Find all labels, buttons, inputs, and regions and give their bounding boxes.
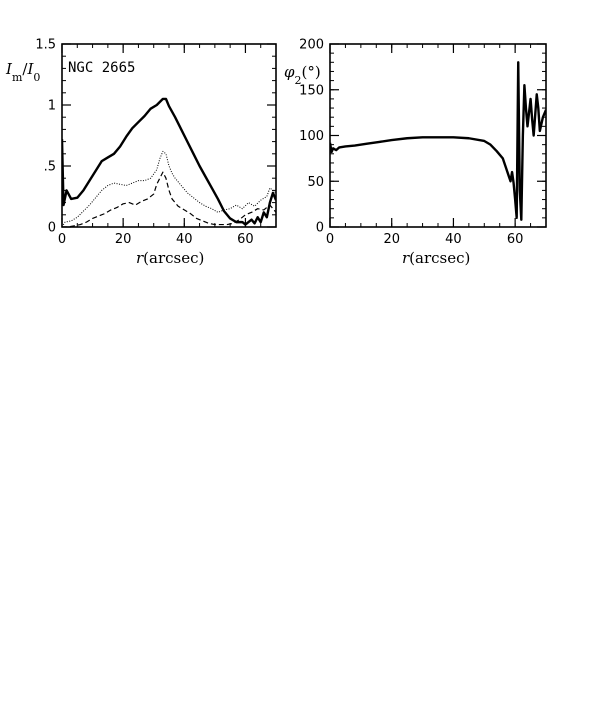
y-tick-label: 200 [299,38,324,53]
ticks-right [329,43,547,228]
y-tick-label: 0 [316,221,324,236]
x-tick-label: 40 [176,232,193,247]
x-axis-label-right: r(arcsec) [402,249,470,267]
x-tick-label: 20 [383,232,400,247]
y-tick-label: 50 [307,175,324,190]
y-tick-label: 1.5 [35,38,56,53]
x-tick-label: 40 [445,232,462,247]
figure: 0 20 40 600.511.5 NGC 2665 Im/I0 r(arcsec) … [5,38,547,267]
y-tick-label: 100 [299,129,324,144]
series-line-solid-thick [330,61,546,221]
tick-labels-right: 0 20 40 60 0 50 100 150 200 [299,38,523,248]
x-tick-label: 0 [58,232,66,247]
y-axis-label-left: Im/I0 [5,60,40,84]
x-axis-label-left: r(arcsec) [136,249,204,267]
series-left [62,97,276,227]
series-line-solid-thick [62,97,276,226]
series-right [330,61,546,221]
panel-intensity-ratio: 0 20 40 60 0 .5 1 1.5 NGC 2665 Im/I0 r(arcsec) [5,38,277,267]
panel-phase-angle: 0 20 40 60 0 50 100 150 200 φ2(°) r(arcsec) [284,38,547,267]
x-tick-label: 20 [115,232,132,247]
tick-labels-left: 0 20 40 60 0 .5 1 1.5 [35,38,253,248]
x-tick-label: 60 [237,232,254,247]
x-tick-label: 60 [507,232,524,247]
y-tick-label: .5 [44,160,56,175]
y-tick-label: 0 [48,221,56,236]
x-tick-label: 0 [326,232,334,247]
plot-frame-right [329,43,547,228]
y-tick-label: 150 [299,83,324,98]
series-line-dashed [62,171,276,227]
galaxy-annotation: NGC 2665 [68,60,135,76]
y-tick-label: 1 [48,99,56,114]
y-axis-label-right: φ2(°) [284,63,321,87]
